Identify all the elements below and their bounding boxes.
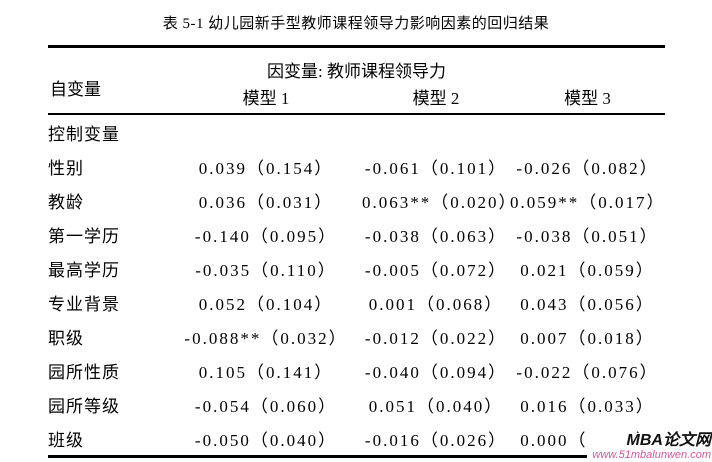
model-3-value — [510, 115, 665, 149]
table-row: 控制变量 — [48, 115, 665, 149]
model-2-header: 模型 2 — [412, 89, 460, 108]
model-2-value: -0.016（0.026） — [364, 430, 508, 450]
row-label: 园所等级 — [48, 396, 120, 416]
table-title: 表 5-1 幼儿园新手型教师课程领导力影响因素的回归结果 — [162, 16, 550, 32]
model-2-value — [362, 115, 510, 149]
model-1-value: 0.036（0.031） — [198, 192, 334, 212]
model-1-value: -0.035（0.110） — [195, 260, 337, 280]
model-1-value: -0.088**（0.032） — [184, 328, 348, 348]
model-3-value: -0.038（0.051） — [516, 226, 659, 246]
model-2-value: -0.005（0.072） — [364, 260, 508, 280]
table-row: 园所等级 -0.054（0.060） 0.051（0.040） 0.016（0.… — [48, 387, 665, 421]
model-2-value: -0.012（0.022） — [364, 328, 508, 348]
row-label: 第一学历 — [48, 226, 120, 246]
row-label: 园所性质 — [48, 362, 120, 382]
model-1-value: -0.140（0.095） — [194, 226, 338, 246]
row-label: 控制变量 — [48, 124, 120, 144]
model-2-value: -0.038（0.063） — [364, 226, 508, 246]
model-3-value: 0.016（0.033） — [520, 396, 655, 416]
model-3-value: 0.043（0.056） — [520, 294, 655, 314]
model-3-value: 0.021（0.059） — [520, 260, 655, 280]
table-row: 性别 0.039（0.154） -0.061（0.101） -0.026（0.0… — [48, 149, 665, 183]
dependent-variable-label: 因变量: 教师课程领导力 — [267, 62, 446, 81]
table-row: 专业背景 0.052（0.104） 0.001（0.068） 0.043（0.0… — [48, 285, 665, 319]
watermark-site-name: MBA论文网 — [626, 432, 711, 449]
table-body: 控制变量 性别 0.039（0.154） -0.061（0.101） -0.02… — [48, 115, 665, 455]
model-3-value: -0.026（0.082） — [516, 158, 659, 178]
model-1-value: -0.054（0.060） — [194, 396, 338, 416]
model-3-value: 0.059**（0.017） — [510, 192, 666, 212]
model-1-value: 0.039（0.154） — [198, 158, 334, 178]
model-header-row: 模型 1 模型 2 模型 3 — [170, 84, 665, 109]
table-row: 园所性质 0.105（0.141） -0.040（0.094） -0.022（0… — [48, 353, 665, 387]
row-label: 职级 — [48, 328, 84, 348]
model-2-value: -0.061（0.101） — [364, 158, 508, 178]
model-1-header: 模型 1 — [242, 89, 290, 108]
site-watermark: MBA论文网 www.51mbalunwen.com — [587, 433, 711, 461]
model-1-value: 0.052（0.104） — [198, 294, 334, 314]
row-label: 专业背景 — [48, 294, 120, 314]
model-1-value: 0.105（0.141） — [198, 362, 334, 382]
model-3-value: -0.022（0.076） — [516, 362, 659, 382]
model-2-value: 0.001（0.068） — [368, 294, 504, 314]
watermark-site-url: www.51mbalunwen.com — [592, 449, 711, 461]
row-label: 班级 — [48, 430, 84, 450]
table-row: 职级 -0.088**（0.032） -0.012（0.022） 0.007（0… — [48, 319, 665, 353]
table-row: 教龄 0.036（0.031） 0.063**（0.020） 0.059**（0… — [48, 183, 665, 217]
table-row: 班级 -0.050（0.040） -0.016（0.026） 0.000（0.0… — [48, 421, 665, 455]
independent-variable-label: 自变量 — [50, 80, 101, 99]
table-header: 因变量: 教师课程领导力 自变量 模型 1 模型 2 模型 3 — [48, 48, 665, 115]
model-2-value: -0.040（0.094） — [364, 362, 508, 382]
row-label: 最高学历 — [48, 260, 120, 280]
model-2-value: 0.063**（0.020） — [362, 192, 518, 212]
row-label: 教龄 — [48, 192, 84, 212]
row-label: 性别 — [48, 158, 84, 178]
model-1-value — [170, 115, 362, 149]
table-row: 最高学历 -0.035（0.110） -0.005（0.072） 0.021（0… — [48, 251, 665, 285]
model-3-value: 0.007（0.018） — [520, 328, 655, 348]
model-2-value: 0.051（0.040） — [368, 396, 504, 416]
regression-table: 因变量: 教师课程领导力 自变量 模型 1 模型 2 模型 3 控制变量 性别 … — [48, 45, 665, 458]
table-row: 第一学历 -0.140（0.095） -0.038（0.063） -0.038（… — [48, 217, 665, 251]
model-3-header: 模型 3 — [564, 89, 611, 108]
model-1-value: -0.050（0.040） — [194, 430, 338, 450]
